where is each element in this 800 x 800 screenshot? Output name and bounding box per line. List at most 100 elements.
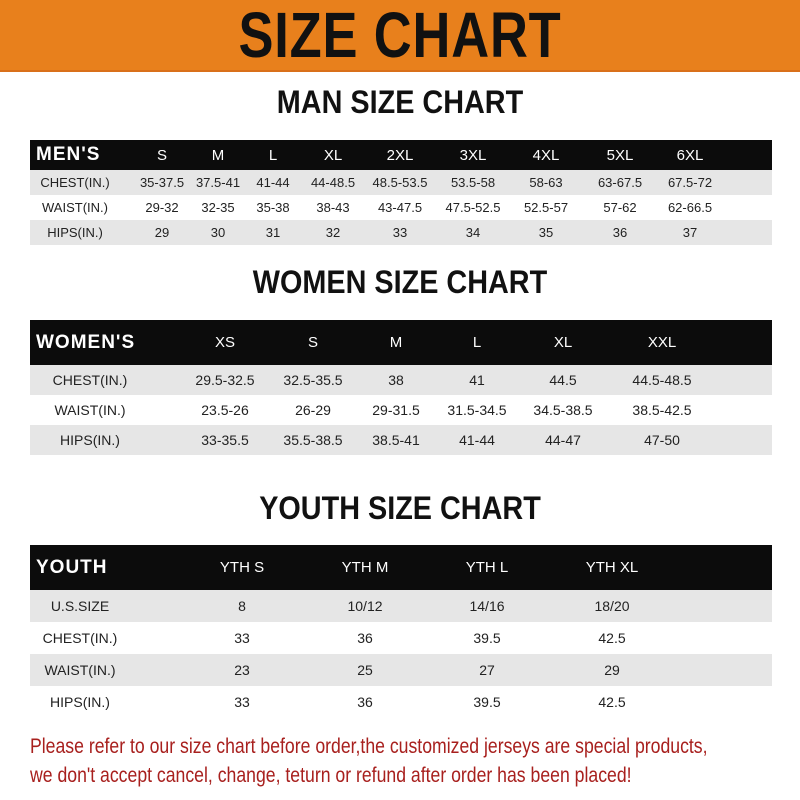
table-row: WAIST(IN.) 29-32 32-35 35-38 38-43 43-47.5 47.… bbox=[30, 195, 772, 220]
table-row: HIPS(IN.) 33 36 39.5 42.5 bbox=[30, 686, 772, 718]
measurement-cell: 39.5 bbox=[473, 630, 501, 646]
measurement-cell: 23.5-26 bbox=[201, 402, 249, 418]
table-row: WAIST(IN.) 23.5-26 26-29 29-31.5 31.5-34.5 34… bbox=[30, 395, 772, 425]
row-label: CHEST(IN.) bbox=[42, 630, 118, 646]
table-row: HIPS(IN.) 33-35.5 35.5-38.5 38.5-41 41-44 44-… bbox=[30, 425, 772, 455]
measurement-cell: 37 bbox=[682, 225, 698, 240]
size-header-cell: 6XL bbox=[676, 146, 704, 164]
table-header-row: MEN'S S M L XL 2XL 3XL 4XL 5XL 6XL bbox=[30, 140, 772, 170]
measurement-cell: 41 bbox=[469, 372, 485, 388]
table-row: CHEST(IN.) 29.5-32.5 32.5-35.5 38 41 44.5 44.5… bbox=[30, 365, 772, 395]
measurement-cell: 8 bbox=[238, 598, 246, 614]
notice-line-1: Please refer to our size chart before or… bbox=[30, 735, 708, 758]
measurement-cell: 32.5-35.5 bbox=[283, 372, 343, 388]
size-header-cell: YTH XL bbox=[585, 559, 639, 576]
measurement-cell: 38.5-42.5 bbox=[632, 402, 692, 418]
measurement-cell: 43-47.5 bbox=[377, 200, 423, 215]
row-label: HIPS(IN.) bbox=[60, 432, 120, 448]
size-header-cell: YTH M bbox=[341, 559, 389, 576]
measurement-cell: 63-67.5 bbox=[597, 175, 643, 190]
size-header-cell: L bbox=[268, 146, 278, 164]
table-title-cell: MEN'S bbox=[36, 144, 101, 165]
measurement-cell: 44-47 bbox=[545, 432, 581, 448]
youth-section-title: YOUTH SIZE CHART bbox=[259, 490, 541, 526]
measurement-cell: 44.5 bbox=[549, 372, 577, 388]
table-row: U.S.SIZE 8 10/12 14/16 18/20 bbox=[30, 590, 772, 622]
measurement-cell: 33 bbox=[234, 630, 250, 646]
table-header-row: YOUTH YTH S YTH M YTH L YTH XL bbox=[30, 545, 772, 590]
size-header-cell: XL bbox=[323, 146, 343, 164]
measurement-cell: 30 bbox=[210, 225, 226, 240]
row-label: HIPS(IN.) bbox=[47, 225, 103, 240]
measurement-cell: 38 bbox=[388, 372, 404, 388]
row-label: CHEST(IN.) bbox=[40, 175, 110, 190]
measurement-cell: 32-35 bbox=[201, 200, 235, 215]
measurement-cell: 35-37.5 bbox=[139, 175, 185, 190]
measurement-cell: 29 bbox=[604, 662, 620, 678]
measurement-cell: 10/12 bbox=[347, 598, 383, 614]
measurement-cell: 48.5-53.5 bbox=[372, 175, 428, 190]
measurement-cell: 57-62 bbox=[603, 200, 637, 215]
measurement-cell: 35-38 bbox=[256, 200, 290, 215]
banner: SIZE CHART bbox=[0, 0, 800, 72]
size-header-cell: XS bbox=[214, 334, 236, 351]
measurement-cell: 29-32 bbox=[145, 200, 179, 215]
size-header-cell: XL bbox=[553, 334, 573, 351]
measurement-cell: 42.5 bbox=[598, 694, 626, 710]
measurement-cell: 42.5 bbox=[598, 630, 626, 646]
table-title-cell: YOUTH bbox=[36, 556, 108, 578]
notice-line-2: we don't accept cancel, change, teturn o… bbox=[30, 764, 632, 787]
row-label: CHEST(IN.) bbox=[52, 372, 128, 388]
size-header-cell: XXL bbox=[647, 334, 677, 351]
size-header-cell: S bbox=[156, 146, 168, 164]
size-header-cell: 2XL bbox=[386, 146, 414, 164]
measurement-cell: 44.5-48.5 bbox=[632, 372, 692, 388]
measurement-cell: 38-43 bbox=[316, 200, 350, 215]
row-label: WAIST(IN.) bbox=[44, 662, 116, 678]
measurement-cell: 67.5-72 bbox=[667, 175, 713, 190]
measurement-cell: 29 bbox=[154, 225, 170, 240]
row-label: U.S.SIZE bbox=[50, 598, 110, 614]
measurement-cell: 25 bbox=[357, 662, 373, 678]
table-row: CHEST(IN.) 33 36 39.5 42.5 bbox=[30, 622, 772, 654]
measurement-cell: 35 bbox=[538, 225, 554, 240]
size-header-cell: YTH L bbox=[465, 559, 509, 576]
size-header-cell: YTH S bbox=[219, 559, 265, 576]
size-header-cell: 4XL bbox=[532, 146, 560, 164]
table-header-row: WOMEN'S XS S M L XL XXL bbox=[30, 320, 772, 365]
table-row: CHEST(IN.) 35-37.5 37.5-41 41-44 44-48.5 48.5… bbox=[30, 170, 772, 195]
size-header-cell: 5XL bbox=[606, 146, 634, 164]
measurement-cell: 39.5 bbox=[473, 694, 501, 710]
measurement-cell: 36 bbox=[357, 694, 373, 710]
measurement-cell: 31.5-34.5 bbox=[447, 402, 507, 418]
size-header-cell: S bbox=[307, 334, 319, 351]
measurement-cell: 47-50 bbox=[644, 432, 680, 448]
measurement-cell: 44-48.5 bbox=[310, 175, 356, 190]
measurement-cell: 34 bbox=[465, 225, 481, 240]
measurement-cell: 36 bbox=[612, 225, 628, 240]
measurement-cell: 52.5-57 bbox=[523, 200, 569, 215]
table-row: WAIST(IN.) 23 25 27 29 bbox=[30, 654, 772, 686]
measurement-cell: 35.5-38.5 bbox=[283, 432, 343, 448]
measurement-cell: 33 bbox=[392, 225, 408, 240]
measurement-cell: 33 bbox=[234, 694, 250, 710]
measurement-cell: 23 bbox=[234, 662, 250, 678]
measurement-cell: 27 bbox=[479, 662, 495, 678]
measurement-cell: 41-44 bbox=[256, 175, 290, 190]
row-label: HIPS(IN.) bbox=[50, 694, 110, 710]
size-header-cell: L bbox=[472, 334, 482, 351]
measurement-cell: 34.5-38.5 bbox=[533, 402, 593, 418]
measurement-cell: 29-31.5 bbox=[372, 402, 420, 418]
measurement-cell: 47.5-52.5 bbox=[445, 200, 501, 215]
measurement-cell: 41-44 bbox=[459, 432, 495, 448]
measurement-cell: 58-63 bbox=[529, 175, 563, 190]
measurement-cell: 36 bbox=[357, 630, 373, 646]
measurement-cell: 38.5-41 bbox=[372, 432, 420, 448]
women-section-title: WOMEN SIZE CHART bbox=[252, 264, 548, 300]
banner-title: SIZE CHART bbox=[238, 0, 562, 71]
measurement-cell: 31 bbox=[265, 225, 281, 240]
measurement-cell: 26-29 bbox=[295, 402, 331, 418]
measurement-cell: 32 bbox=[325, 225, 341, 240]
measurement-cell: 53.5-58 bbox=[450, 175, 496, 190]
size-header-cell: M bbox=[211, 146, 225, 164]
